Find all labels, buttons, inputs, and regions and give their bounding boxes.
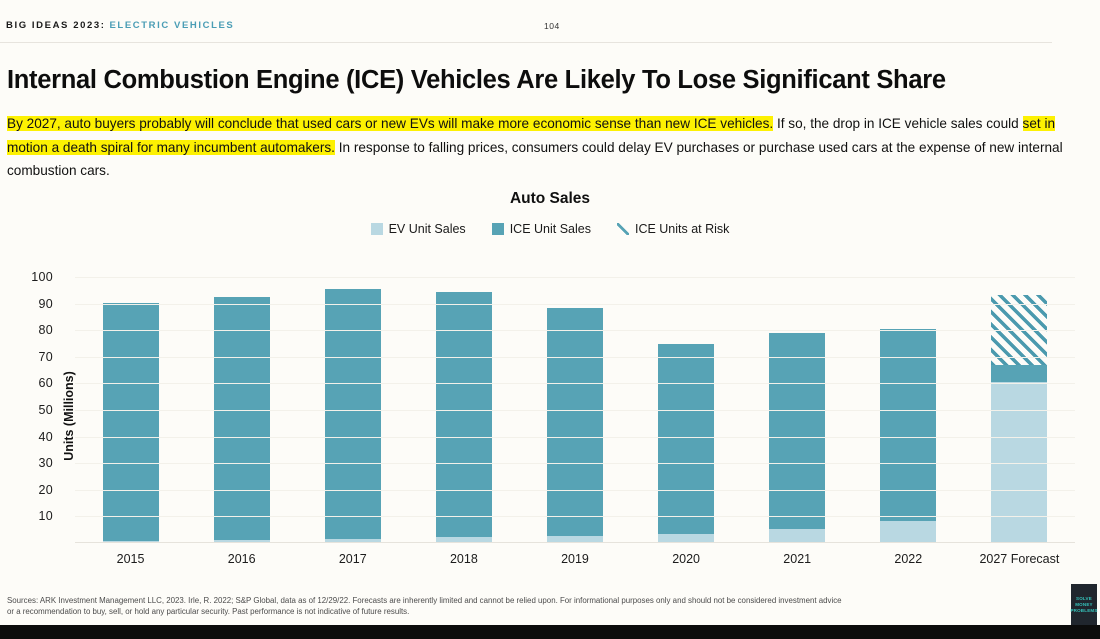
bar-2020 <box>658 343 715 542</box>
bar-2018 <box>435 291 492 542</box>
legend-item: ICE Units at Risk <box>616 222 730 236</box>
gridline <box>75 489 1075 491</box>
bar-2015 <box>102 302 159 542</box>
x-tick-label: 2018 <box>449 552 478 566</box>
brand-text: BIG IDEAS 2023: <box>6 20 106 31</box>
x-tick-label: 2021 <box>783 552 812 566</box>
y-tick-label: 40 <box>38 429 53 444</box>
legend-item: EV Unit Sales <box>370 222 466 236</box>
y-tick-label: 10 <box>38 509 53 524</box>
y-tick-label: 70 <box>38 349 53 364</box>
ice-segment <box>324 289 381 539</box>
gridline <box>75 330 1075 332</box>
source-line-2: or a recommendation to buy, sell, or hol… <box>7 606 410 616</box>
gridline <box>75 303 1075 305</box>
badge-text: MONEY <box>1075 602 1093 607</box>
bar-2027-forecast <box>991 294 1048 542</box>
legend-label: EV Unit Sales <box>388 222 466 236</box>
x-tick-label: 2015 <box>116 552 145 566</box>
legend-swatch-icon <box>370 223 383 235</box>
x-axis-labels: 2015 2016 2017 2018 2019 2020 2021 2022 2027 For… <box>75 552 1075 566</box>
body-text: If so, the drop in ICE vehicle sales cou… <box>773 116 1023 131</box>
chart-title: Auto Sales <box>509 190 591 207</box>
ev-segment <box>658 534 715 542</box>
ev-segment <box>880 520 937 542</box>
watermark-badge: SOLVE MONEY PROBLEMS <box>1070 584 1098 625</box>
legend-item: ICE Unit Sales <box>491 222 591 236</box>
bar-2016 <box>213 297 270 542</box>
ice-segment <box>102 302 159 541</box>
diagonal-slash-icon <box>616 223 629 235</box>
ev-segment <box>102 540 159 542</box>
ev-segment <box>769 528 826 542</box>
gridline <box>75 383 1075 385</box>
gridline <box>75 516 1075 518</box>
y-tick-label: 30 <box>38 456 53 471</box>
y-tick-label: 50 <box>38 403 53 417</box>
x-tick-label: 2016 <box>227 552 256 566</box>
bar-2017 <box>324 289 381 542</box>
ice-segment <box>435 291 492 537</box>
gridline <box>75 436 1075 438</box>
x-tick-label: 2020 <box>672 552 700 566</box>
legend-swatch-icon <box>491 223 504 235</box>
badge-text: SOLVE <box>1076 596 1092 601</box>
body-text: In response to falling prices, consumers… <box>7 139 1063 179</box>
bar-2022 <box>880 329 937 542</box>
gridline <box>75 356 1075 358</box>
bar-group <box>75 277 1075 542</box>
y-tick-label: 60 <box>38 376 53 391</box>
x-tick-label: 2017 <box>338 552 367 566</box>
x-tick-label: 2019 <box>561 552 589 566</box>
ev-segment <box>213 540 270 542</box>
legend-label: ICE Units at Risk <box>634 222 730 236</box>
y-axis-label: Units (Millions) <box>62 371 76 461</box>
header: BIG IDEAS 2023: ELECTRIC VEHICLES 104 <box>6 20 1100 36</box>
y-tick-label: 100 <box>31 270 53 284</box>
header-divider <box>0 42 1052 43</box>
section-text: ELECTRIC VEHICLES <box>109 20 235 31</box>
ice-segment <box>546 307 603 537</box>
chart-legend: EV Unit Sales ICE Unit Sales ICE Units at … <box>0 222 1100 236</box>
ev-segment <box>324 538 381 542</box>
bottom-black-bar <box>0 625 1100 639</box>
body-paragraph: By 2027, auto buyers probably will concl… <box>7 112 1093 183</box>
x-tick-label: 2027 Forecast <box>979 552 1060 566</box>
x-tick-label: 2022 <box>894 552 923 566</box>
highlighted-text: By 2027, auto buyers probably will concl… <box>7 116 774 131</box>
ev-segment <box>546 536 603 542</box>
legend-label: ICE Unit Sales <box>509 222 591 236</box>
ice-segment <box>880 329 937 521</box>
source-disclaimer: Sources: ARK Investment Management LLC, … <box>7 596 1069 617</box>
ev-segment <box>435 536 492 542</box>
gridline <box>75 410 1075 411</box>
chart-plot-area: Units (Millions) 10 20 30 40 50 60 70 80 90 100 <box>31 270 1075 543</box>
y-tick-label: 90 <box>38 296 53 311</box>
bar-2019 <box>546 307 603 542</box>
ev-segment <box>991 382 1048 542</box>
ice-segment <box>213 297 270 541</box>
source-line-1: Sources: ARK Investment Management LLC, … <box>7 596 842 605</box>
ice-segment <box>658 343 715 535</box>
slide-title: Internal Combustion Engine (ICE) Vehicle… <box>7 66 946 94</box>
gridline <box>75 277 1075 278</box>
bar-2021 <box>769 333 826 542</box>
ice-segment <box>991 365 1048 383</box>
y-tick-label: 20 <box>38 482 53 497</box>
gridline <box>75 463 1075 465</box>
page-number: 104 <box>544 21 560 31</box>
ice-at-risk-segment <box>991 294 1048 366</box>
ice-segment <box>769 333 826 529</box>
badge-text: PROBLEMS <box>1070 608 1098 613</box>
y-tick-label: 80 <box>38 323 53 338</box>
